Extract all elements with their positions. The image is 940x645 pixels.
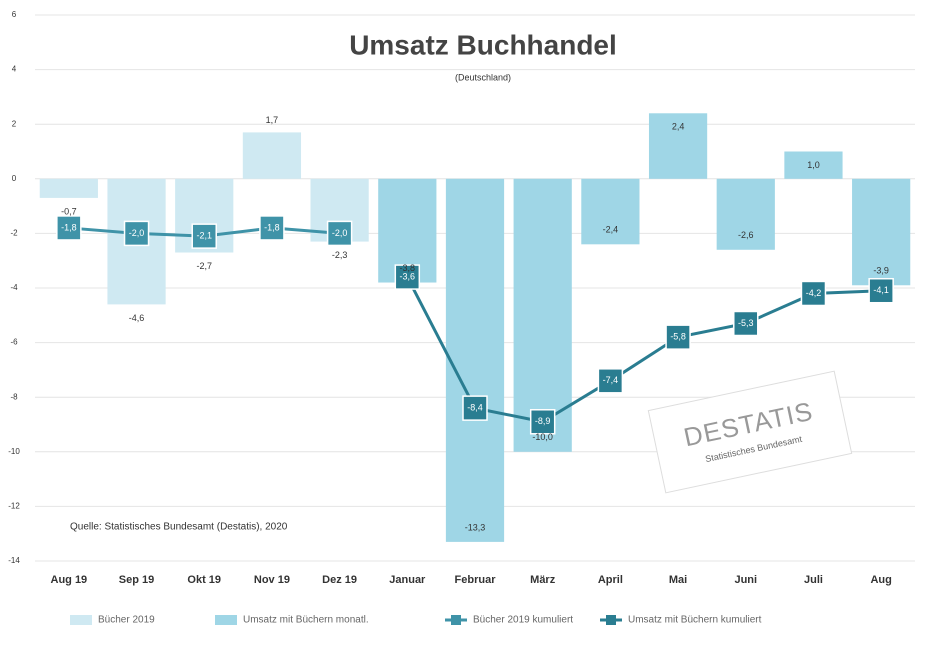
y-tick-label: 6 (12, 10, 17, 19)
value-label: -5,8 (670, 332, 686, 342)
line-marker (529, 409, 556, 435)
x-tick-label: Aug 19 (51, 574, 88, 586)
bar (581, 178, 640, 245)
legend-label: Bücher 2019 kumuliert (473, 615, 573, 626)
value-label: -3,8 (400, 263, 416, 273)
value-label: -3,9 (873, 266, 889, 276)
line-marker (191, 223, 217, 249)
line-marker (597, 368, 624, 394)
line-marker (394, 264, 421, 290)
bar (39, 178, 98, 198)
bar (513, 178, 572, 452)
x-tick-label: Juli (804, 574, 823, 586)
value-label: 1,0 (807, 160, 820, 170)
line-marker (259, 215, 285, 241)
legend-label: Bücher 2019 (98, 615, 155, 626)
value-label: -13,3 (465, 522, 486, 532)
y-tick-label: -2 (10, 229, 18, 238)
value-label: -4,1 (873, 285, 889, 295)
bar (445, 178, 505, 542)
chart-title: Umsatz Buchhandel (349, 29, 617, 60)
line-marker (800, 280, 827, 307)
logo: DESTATIS Statistisches Bundesamt (647, 370, 853, 494)
line-marker (326, 220, 353, 247)
y-tick-label: 4 (12, 65, 17, 74)
value-label: -10,0 (532, 432, 553, 442)
value-label: -8,4 (467, 402, 483, 412)
value-label: -2,0 (129, 228, 145, 238)
source-note: Quelle: Statistisches Bundesamt (Destati… (70, 522, 288, 533)
legend-swatch (451, 615, 461, 625)
x-tick-label: Mai (669, 574, 687, 586)
x-tick-label: Okt 19 (187, 574, 221, 586)
logo-box (647, 370, 853, 494)
y-tick-label: 0 (12, 174, 17, 183)
line-marker (123, 220, 150, 247)
x-tick-label: Januar (389, 574, 426, 586)
value-label: -4,6 (129, 313, 145, 323)
y-tick-label: -8 (10, 392, 18, 401)
x-tick-label: Aug (870, 574, 891, 586)
x-tick-label: Nov 19 (254, 574, 290, 586)
y-tick-label: 2 (12, 119, 17, 128)
legend-label: Umsatz mit Büchern kumuliert (628, 615, 762, 626)
line-marker (868, 277, 894, 304)
value-label: -4,2 (806, 288, 822, 298)
y-tick-label: -14 (8, 556, 20, 565)
value-label: -2,4 (603, 225, 619, 235)
x-tick-label: Dez 19 (322, 574, 357, 586)
bar (648, 113, 708, 179)
legend-item: Bücher 2019 kumuliert (445, 615, 573, 626)
value-label: -1,8 (264, 222, 280, 232)
line-marker (733, 310, 759, 337)
x-tick-label: Sep 19 (119, 574, 154, 586)
value-label: -2,3 (332, 250, 348, 260)
y-tick-label: -10 (8, 447, 20, 456)
x-tick-label: Juni (734, 574, 757, 586)
legend-item: Umsatz mit Büchern monatl. (215, 615, 369, 626)
line-marker (462, 395, 488, 421)
legend-item: Umsatz mit Büchern kumuliert (600, 615, 762, 626)
line-marker (56, 215, 82, 241)
x-tick-label: März (530, 574, 556, 586)
bar (716, 178, 775, 250)
value-label: -8,9 (535, 416, 551, 426)
bar (784, 151, 843, 179)
line-marker (665, 324, 691, 350)
legend-item: Bücher 2019 (70, 615, 155, 626)
bar (852, 178, 911, 286)
y-tick-label: -4 (10, 283, 18, 292)
value-label: -2,1 (196, 231, 212, 241)
x-tick-label: Februar (455, 574, 497, 586)
value-label: -2,0 (332, 228, 348, 238)
value-label: -3,6 (400, 271, 416, 281)
value-label: -7,4 (603, 375, 619, 385)
legend-label: Umsatz mit Büchern monatl. (243, 615, 369, 626)
legend-swatch (70, 615, 92, 625)
value-label: -5,3 (738, 318, 754, 328)
y-tick-label: -12 (8, 502, 20, 511)
value-label: -2,7 (196, 261, 212, 271)
legend-swatch (215, 615, 237, 625)
value-label: 1,7 (266, 115, 279, 125)
bar (242, 132, 302, 179)
value-label: -0,7 (61, 206, 77, 216)
chart-subtitle: (Deutschland) (455, 72, 511, 82)
value-label: 2,4 (672, 122, 685, 132)
y-tick-label: -6 (10, 338, 18, 347)
legend-swatch (606, 615, 616, 625)
value-label: -2,6 (738, 230, 754, 240)
value-label: -1,8 (61, 222, 77, 232)
x-tick-label: April (598, 574, 623, 586)
